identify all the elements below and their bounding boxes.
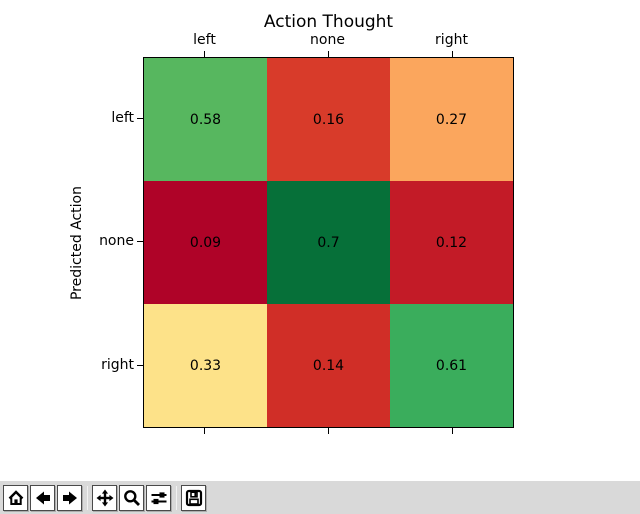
heatmap-cell: 0.27 <box>390 58 513 181</box>
cell-value: 0.14 <box>312 357 345 374</box>
xtick-mark <box>328 51 329 57</box>
ytick-mark <box>137 241 143 242</box>
cell-value: 0.09 <box>189 234 222 251</box>
heatmap-cell: 0.7 <box>267 181 390 304</box>
ytick-mark <box>137 365 143 366</box>
sliders-icon <box>150 489 168 507</box>
heatmap-cell: 0.58 <box>144 58 267 181</box>
xtick-mark <box>204 51 205 57</box>
plot-canvas: Action Thought left none right left none… <box>69 12 514 434</box>
ytick-mark <box>137 118 143 119</box>
home-button[interactable] <box>3 484 28 511</box>
heatmap-axes: 0.58 0.16 0.27 0.09 0.7 0.12 0.33 0.14 0… <box>143 57 514 428</box>
zoom-icon <box>123 489 141 507</box>
xtick-label-right: right <box>435 32 468 48</box>
xtick-mark <box>328 428 329 434</box>
zoom-button[interactable] <box>119 484 144 511</box>
back-arrow-icon <box>34 489 52 507</box>
cell-value: 0.12 <box>435 234 468 251</box>
xtick-mark <box>452 51 453 57</box>
pan-icon <box>96 489 114 507</box>
back-button[interactable] <box>30 484 55 511</box>
toolbar-separator <box>87 485 88 510</box>
save-icon <box>185 489 203 507</box>
ytick-label-left: left <box>111 110 134 126</box>
forward-arrow-icon <box>61 489 79 507</box>
cell-value: 0.61 <box>435 357 468 374</box>
xtick-label-left: left <box>193 32 216 48</box>
xtick-mark <box>204 428 205 434</box>
cell-value: 0.27 <box>435 111 468 128</box>
xtick-mark <box>452 428 453 434</box>
cell-value: 0.58 <box>189 111 222 128</box>
heatmap-cell: 0.33 <box>144 304 267 427</box>
chart-title: Action Thought <box>263 12 394 32</box>
heatmap-cell: 0.16 <box>267 58 390 181</box>
cell-value: 0.16 <box>312 111 345 128</box>
ytick-label-right: right <box>101 357 134 373</box>
cell-value: 0.7 <box>317 234 340 251</box>
heatmap-cell: 0.12 <box>390 181 513 304</box>
xtick-label-none: none <box>310 32 345 48</box>
cell-value: 0.33 <box>189 357 222 374</box>
ytick-label-none: none <box>99 233 134 249</box>
save-button[interactable] <box>181 484 206 511</box>
forward-button[interactable] <box>57 484 82 511</box>
navigation-toolbar <box>0 481 640 514</box>
heatmap-grid: 0.58 0.16 0.27 0.09 0.7 0.12 0.33 0.14 0… <box>144 58 513 427</box>
configure-subplots-button[interactable] <box>146 484 171 511</box>
toolbar-separator <box>176 485 177 510</box>
pan-button[interactable] <box>92 484 117 511</box>
heatmap-cell: 0.09 <box>144 181 267 304</box>
heatmap-cell: 0.61 <box>390 304 513 427</box>
home-icon <box>7 489 25 507</box>
heatmap-cell: 0.14 <box>267 304 390 427</box>
y-axis-label: Predicted Action <box>69 185 85 301</box>
